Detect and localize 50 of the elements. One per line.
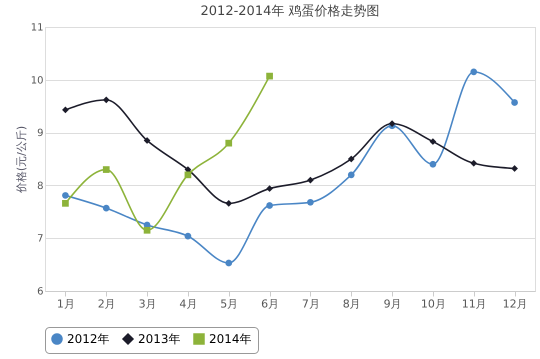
x-tick-label: 1月 [56, 298, 75, 310]
point [348, 171, 355, 178]
x-tick-label: 10月 [420, 298, 446, 310]
point [62, 200, 69, 207]
point [225, 140, 232, 147]
point [348, 156, 355, 162]
y-axis-title: 价格(元/公斤) [14, 126, 28, 194]
point [62, 106, 69, 114]
point [266, 185, 273, 192]
x-tick-label: 5月 [220, 298, 238, 310]
point [144, 226, 150, 234]
point [511, 165, 518, 172]
y-tick-label: 11 [30, 22, 44, 34]
point [62, 192, 69, 199]
point [430, 138, 436, 145]
point [102, 96, 110, 104]
point [511, 99, 518, 106]
y-tick-label: 9 [37, 128, 44, 140]
y-tick-label: 7 [37, 234, 44, 245]
x-tick-label: 2月 [98, 298, 116, 310]
point [266, 202, 273, 209]
legend-label: 2013年 [138, 332, 181, 346]
point [307, 198, 314, 206]
point [102, 204, 110, 212]
point [184, 232, 192, 240]
legend-label: 2012年 [67, 332, 110, 346]
point [102, 166, 110, 173]
point [388, 120, 396, 127]
legend-label: 2014年 [209, 332, 252, 346]
point [225, 260, 232, 266]
point [225, 200, 232, 207]
point [430, 160, 436, 168]
y-tick-label: 6 [37, 286, 44, 298]
x-tick-label: 4月 [179, 298, 198, 310]
y-tick-label: 8 [37, 180, 44, 192]
chart-title: 2012-2014年 鸡蛋价格走势图 [200, 4, 380, 19]
x-tick-label: 8月 [342, 298, 361, 310]
x-tick-label: 3月 [138, 298, 157, 310]
point [307, 176, 314, 184]
y-tick-label: 10 [30, 75, 44, 86]
point [266, 72, 273, 80]
x-tick-label: 6月 [261, 298, 280, 310]
x-tick-label: 11月 [462, 298, 487, 310]
point [184, 171, 192, 178]
x-tick-label: 9月 [384, 298, 402, 310]
point [470, 68, 478, 76]
x-tick-label: 7月 [302, 298, 320, 310]
point [144, 137, 150, 144]
point [470, 160, 478, 167]
x-tick-label: 12月 [502, 298, 528, 310]
